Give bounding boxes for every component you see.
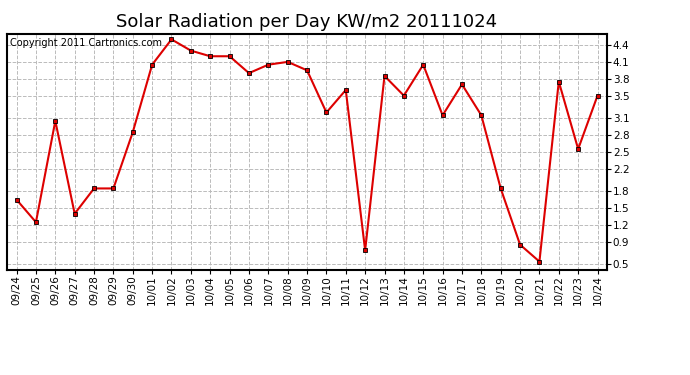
Title: Solar Radiation per Day KW/m2 20111024: Solar Radiation per Day KW/m2 20111024 <box>117 13 497 31</box>
Text: Copyright 2011 Cartronics.com: Copyright 2011 Cartronics.com <box>10 39 162 48</box>
